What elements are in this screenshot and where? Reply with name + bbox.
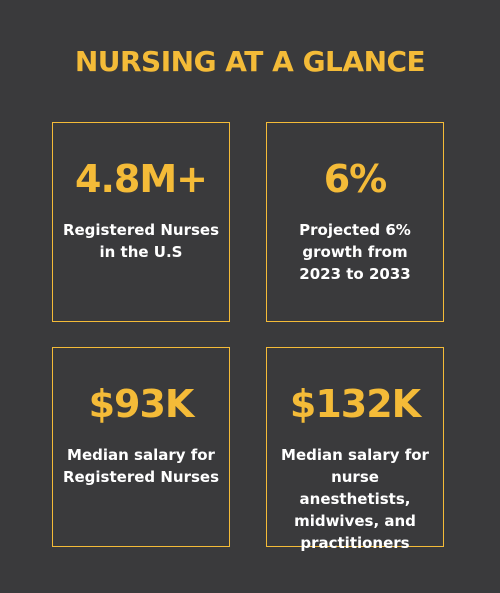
- stat-card-median-salary-rn: $93K Median salary for Registered Nurses: [52, 347, 230, 547]
- stat-label: Registered Nurses in the U.S: [62, 221, 220, 261]
- stat-label: Median salary for nurse anesthetists, mi…: [281, 446, 429, 552]
- stat-value: 4.8M+: [75, 157, 208, 201]
- page-title: NURSING AT A GLANCE: [74, 45, 426, 78]
- stat-value: $93K: [88, 382, 195, 426]
- stat-card-registered-nurses: 4.8M+ Registered Nurses in the U.S: [52, 122, 230, 322]
- stat-value: 6%: [323, 157, 388, 201]
- stat-card-median-salary-aprn: $132K Median salary for nurse anesthetis…: [266, 347, 444, 552]
- stat-card-growth: 6% Projected 6% growth from 2023 to 2033: [266, 122, 444, 322]
- stat-label: Projected 6% growth from 2023 to 2033: [299, 221, 411, 283]
- stat-value: $132K: [289, 382, 421, 426]
- stat-label: Median salary for Registered Nurses: [62, 446, 220, 486]
